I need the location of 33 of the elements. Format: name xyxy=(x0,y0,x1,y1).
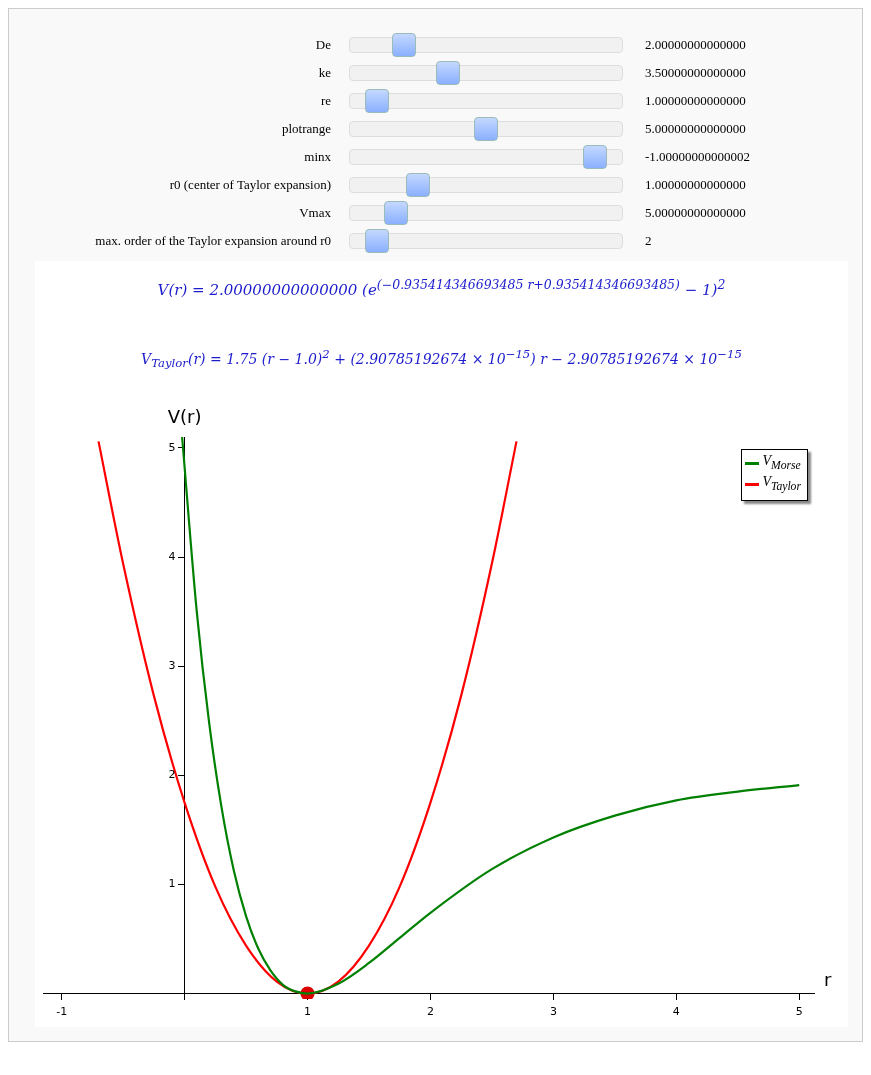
text: 5.00000000000000 xyxy=(644,121,746,137)
text: De xyxy=(314,37,332,53)
text: 3.50000000000000 xyxy=(644,65,746,81)
y-tick-label: 3 xyxy=(168,659,176,673)
x-axis-title: r xyxy=(824,969,832,991)
x-tick-label: 5 xyxy=(795,1005,803,1018)
x-tick-label: 2 xyxy=(426,1005,434,1018)
text: r0 (center of Taylor expansion) xyxy=(168,177,332,193)
y-axis-title: V(r) xyxy=(167,405,202,427)
y-tick-label: 4 xyxy=(168,549,176,563)
y-tick-label: 1 xyxy=(168,877,176,891)
text: 1.00000000000000 xyxy=(644,177,746,193)
y-tick-label: 5 xyxy=(168,440,176,454)
text: minx xyxy=(303,149,332,165)
text: plotrange xyxy=(280,121,332,137)
text: ke xyxy=(317,65,332,81)
x-tick-label: 3 xyxy=(549,1005,557,1018)
x-tick-label: 4 xyxy=(672,1005,680,1018)
text: 5.00000000000000 xyxy=(644,205,746,221)
text: re xyxy=(319,93,332,109)
y-tick-label: 2 xyxy=(168,768,176,782)
text: max. order of the Taylor expansion around r0 xyxy=(94,233,332,249)
text: -1.00000000000002 xyxy=(644,149,751,165)
chart-title: V(r) = 2.00000000000000 (e$^{(−0.935414346693485 r+0.935414346693485)}$ − 1)$^{2}$ xyxy=(156,277,727,301)
text: 2.00000000000000 xyxy=(644,37,746,53)
legend-label: V$_{Taylor}$ xyxy=(762,473,801,495)
text: Vmax xyxy=(298,205,332,221)
x-tick-label: -1 xyxy=(56,1005,68,1018)
chart-subtitle: V$_{Taylor}$(r) = 1.75 (r − 1.0)$^{2}$ + (2.90785192674 × 10$^{−15}$) r − 2.90785192674 × 10$^{−15}$ xyxy=(140,347,743,373)
text: 2 xyxy=(644,233,652,249)
text: 1.00000000000000 xyxy=(644,93,746,109)
legend-label: V$_{Morse}$ xyxy=(762,453,801,474)
x-tick-label: 1 xyxy=(304,1005,312,1018)
